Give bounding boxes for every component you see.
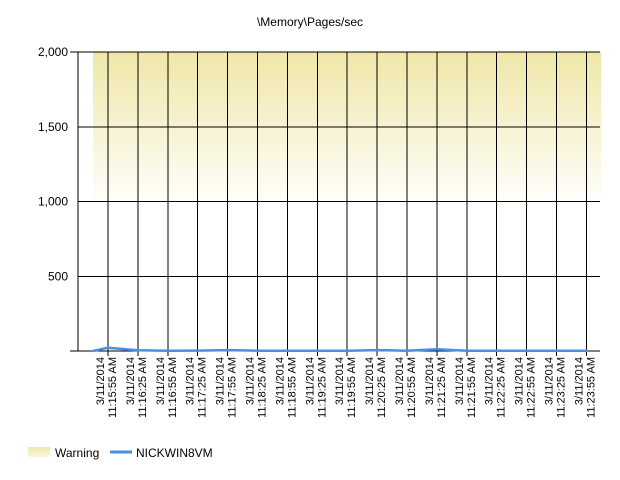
- x-tick-label: 3/11/201411:22:55 AM: [514, 357, 538, 418]
- x-tick-label-line: 11:18:25 AM: [257, 357, 269, 418]
- x-tick-label-line: 3/11/2014: [573, 357, 585, 405]
- x-tick-label-line: 11:22:55 AM: [526, 357, 538, 418]
- x-tick-label-line: 3/11/2014: [334, 357, 346, 405]
- x-tick-label-line: 3/11/2014: [274, 357, 286, 405]
- x-tick-label-line: 3/11/2014: [394, 357, 406, 405]
- x-tick-label-line: 11:23:55 AM: [585, 357, 597, 418]
- series-layer: [91, 346, 588, 353]
- x-tick-label: 3/11/201411:20:55 AM: [394, 357, 418, 418]
- x-tick-label-line: 11:21:25 AM: [436, 357, 448, 418]
- y-tick-label: 2,000: [38, 45, 68, 59]
- x-tick-label: 3/11/201411:20:25 AM: [364, 357, 388, 418]
- x-tick-label-line: 11:16:25 AM: [137, 357, 149, 418]
- x-tick-label-line: 11:19:25 AM: [316, 357, 328, 418]
- x-tick-label: 3/11/201411:16:25 AM: [125, 357, 149, 418]
- grid-layer: [78, 51, 600, 356]
- x-tick-label: 3/11/201411:21:25 AM: [424, 357, 448, 418]
- x-tick-label: 3/11/201411:19:25 AM: [304, 357, 328, 418]
- y-tick-label: 1,000: [38, 195, 68, 209]
- chart-title: \Memory\Pages/sec: [257, 15, 363, 29]
- x-tick-label: 3/11/201411:23:25 AM: [544, 357, 568, 418]
- x-tick-label: 3/11/201411:19:55 AM: [334, 357, 358, 418]
- x-tick-label: 3/11/201411:18:55 AM: [274, 357, 298, 418]
- x-tick-label: 3/11/201411:18:25 AM: [245, 357, 269, 418]
- x-tick-label: 3/11/201411:23:55 AM: [573, 357, 597, 418]
- legend: Warning NICKWIN8VM: [28, 446, 213, 460]
- series-line: [91, 346, 588, 353]
- x-tick-label-line: 3/11/2014: [215, 357, 227, 405]
- x-tick-label: 3/11/201411:15:55 AM: [95, 357, 119, 418]
- x-tick-label-line: 3/11/2014: [484, 357, 496, 405]
- x-tick-label-line: 3/11/2014: [454, 357, 466, 405]
- x-tick-label: 3/11/201411:22:25 AM: [484, 357, 508, 418]
- x-tick-label-line: 3/11/2014: [125, 357, 137, 405]
- x-tick-label: 3/11/201411:16:55 AM: [155, 357, 179, 418]
- legend-warning-label: Warning: [55, 446, 99, 460]
- x-tick-label-line: 3/11/2014: [424, 357, 436, 405]
- x-tick-label-line: 11:17:25 AM: [197, 357, 209, 418]
- legend-series-label: NICKWIN8VM: [136, 446, 213, 460]
- x-tick-label-line: 11:20:55 AM: [406, 357, 418, 418]
- x-tick-label-line: 11:21:55 AM: [466, 357, 478, 418]
- x-tick-label-line: 11:20:25 AM: [376, 357, 388, 418]
- x-tick-label: 3/11/201411:21:55 AM: [454, 357, 478, 418]
- x-tick-label: 3/11/201411:17:25 AM: [185, 357, 209, 418]
- x-tick-label: 3/11/201411:17:55 AM: [215, 357, 239, 418]
- x-tick-label-line: 3/11/2014: [155, 357, 167, 405]
- x-tick-label-line: 11:16:55 AM: [167, 357, 179, 418]
- legend-warning-swatch: [28, 447, 50, 457]
- x-tick-label-line: 11:22:25 AM: [496, 357, 508, 418]
- x-tick-label-line: 11:18:55 AM: [286, 357, 298, 418]
- x-tick-label-line: 3/11/2014: [245, 357, 257, 405]
- x-tick-label-line: 3/11/2014: [304, 357, 316, 405]
- x-tick-label-line: 3/11/2014: [514, 357, 526, 405]
- x-tick-label-line: 3/11/2014: [364, 357, 376, 405]
- x-tick-label-line: 11:17:55 AM: [227, 357, 239, 418]
- x-tick-label-line: 11:23:25 AM: [556, 357, 568, 418]
- x-tick-label-line: 3/11/2014: [185, 357, 197, 405]
- x-tick-label-line: 11:19:55 AM: [346, 357, 358, 418]
- x-tick-label-line: 3/11/2014: [95, 357, 107, 405]
- x-tick-label-line: 3/11/2014: [544, 357, 556, 405]
- x-tick-label-line: 11:15:55 AM: [107, 357, 119, 418]
- y-tick-label: 500: [48, 269, 68, 283]
- y-tick-label: 1,500: [38, 120, 68, 134]
